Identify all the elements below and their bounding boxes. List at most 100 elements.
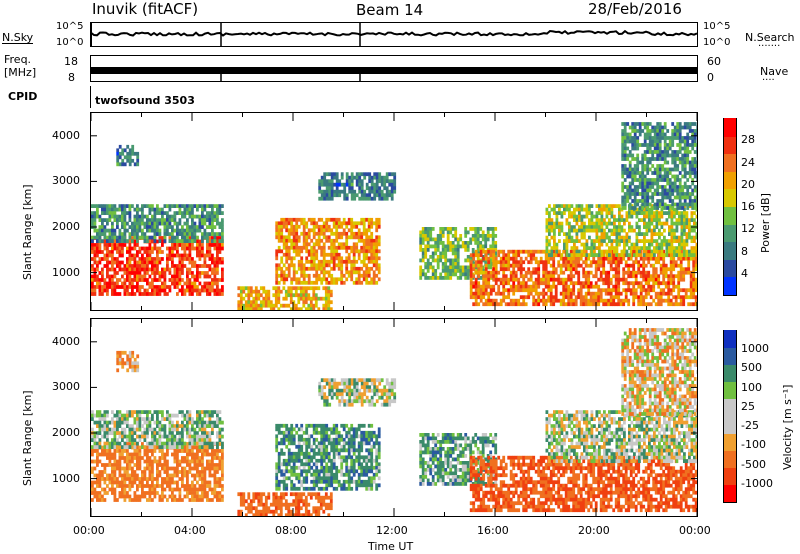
date-title: 28/Feb/2016 bbox=[588, 0, 682, 18]
freq-right-dots: ···· bbox=[762, 75, 775, 86]
colorbar-tick-label: 4 bbox=[741, 266, 748, 280]
freq-left-tick-top: 18 bbox=[64, 55, 78, 68]
data-region bbox=[545, 204, 697, 257]
y-tick-label: 3000 bbox=[52, 380, 80, 394]
colorbar-segment bbox=[724, 276, 736, 295]
velocity-ylabel: Slant Range [km] bbox=[21, 390, 34, 486]
x-tick-label: 08:00 bbox=[275, 524, 307, 537]
data-region bbox=[116, 144, 140, 167]
freq-right-label: Nave bbox=[760, 65, 789, 78]
data-region bbox=[91, 204, 224, 243]
y-tick-label: 3000 bbox=[52, 174, 80, 188]
colorbar-segment bbox=[724, 449, 736, 468]
colorbar-tick-label: 8 bbox=[741, 244, 748, 258]
data-region bbox=[275, 423, 381, 491]
freq-left-tick-bottom: 8 bbox=[68, 71, 75, 84]
colorbar-segment bbox=[724, 466, 736, 485]
velocity-panel bbox=[90, 318, 698, 517]
colorbar-tick-label: -100 bbox=[741, 438, 766, 452]
colorbar-segment bbox=[724, 170, 736, 190]
colorbar-tick-label: 25 bbox=[741, 399, 755, 413]
cpid-divider bbox=[90, 86, 91, 108]
colorbar-segment bbox=[724, 381, 736, 400]
cpid-mode: twofsound 3503 bbox=[95, 94, 195, 107]
data-region bbox=[91, 442, 224, 502]
velocity-colorbar-label: Velocity [m s⁻¹] bbox=[781, 384, 794, 470]
noise-left-tick-bottom: 10^0 bbox=[56, 37, 84, 48]
freq-left-label: Freq. bbox=[4, 53, 32, 66]
colorbar-tick-label: 28 bbox=[741, 133, 755, 147]
power-colorbar-label: Power [dB] bbox=[759, 193, 772, 253]
data-region bbox=[237, 286, 333, 310]
noise-right-tick-bottom: 10^0 bbox=[703, 37, 731, 48]
data-region bbox=[116, 350, 140, 373]
colorbar-tick-label: -25 bbox=[741, 419, 759, 433]
noise-panel bbox=[90, 22, 698, 47]
station-title: Inuvik (fitACF) bbox=[92, 0, 199, 18]
colorbar-segment bbox=[724, 258, 736, 278]
x-tick-label: 00:00 bbox=[679, 524, 711, 537]
y-tick-label: 2000 bbox=[52, 220, 80, 233]
noise-left-label: N.Sky bbox=[2, 31, 34, 44]
data-region bbox=[318, 378, 397, 407]
data-region bbox=[545, 410, 697, 463]
colorbar-tick-label: 24 bbox=[741, 155, 755, 169]
y-tick-label: 2000 bbox=[52, 426, 80, 439]
colorbar-tick-label: 100 bbox=[741, 380, 762, 394]
colorbar-segment bbox=[724, 206, 736, 225]
colorbar-segment bbox=[724, 223, 736, 243]
power-colorbar bbox=[723, 118, 737, 296]
data-region bbox=[469, 249, 697, 307]
x-tick-label: 04:00 bbox=[174, 524, 206, 537]
freq-right-tick-bottom: 0 bbox=[707, 71, 714, 84]
colorbar-segment bbox=[724, 135, 736, 155]
x-tick-label: 16:00 bbox=[477, 524, 509, 537]
colorbar-segment bbox=[724, 347, 736, 366]
colorbar-segment bbox=[724, 484, 736, 502]
colorbar-tick-label: 12 bbox=[741, 222, 755, 236]
power-heatmap bbox=[91, 113, 697, 310]
velocity-heatmap bbox=[91, 319, 697, 516]
data-region bbox=[275, 217, 381, 285]
data-region bbox=[419, 433, 498, 486]
colorbar-tick-label: -1000 bbox=[741, 476, 773, 490]
data-region bbox=[469, 455, 697, 513]
colorbar-segment bbox=[724, 241, 736, 260]
colorbar-segment bbox=[724, 398, 736, 417]
noise-trace bbox=[91, 23, 697, 46]
freq-left-unit: [MHz] bbox=[4, 66, 37, 79]
freq-right-tick-top: 60 bbox=[707, 55, 721, 68]
y-tick-label: 4000 bbox=[52, 128, 80, 142]
colorbar-segment bbox=[724, 415, 736, 434]
data-region bbox=[91, 236, 224, 296]
beam-title: Beam 14 bbox=[356, 1, 424, 19]
noise-left-tick-top: 10^5 bbox=[56, 21, 84, 32]
x-tick-label: 00:00 bbox=[73, 524, 105, 537]
data-region bbox=[91, 410, 224, 449]
power-panel bbox=[90, 112, 698, 311]
freq-trace bbox=[91, 67, 697, 81]
data-region bbox=[621, 328, 697, 416]
noise-right-label: N.Search bbox=[745, 31, 795, 44]
colorbar-segment bbox=[724, 330, 736, 349]
x-axis-label: Time UT bbox=[368, 540, 414, 553]
colorbar-segment bbox=[724, 153, 736, 172]
data-region bbox=[318, 172, 397, 201]
freq-panel bbox=[90, 55, 698, 82]
noise-right-tick-top: 10^5 bbox=[703, 21, 731, 32]
colorbar-tick-label: -500 bbox=[741, 457, 766, 471]
colorbar-segment bbox=[724, 364, 736, 383]
power-ylabel: Slant Range [km] bbox=[21, 184, 34, 280]
colorbar-tick-label: 16 bbox=[741, 200, 755, 213]
data-region bbox=[621, 122, 697, 210]
x-tick-label: 12:00 bbox=[376, 524, 408, 537]
colorbar-segment bbox=[724, 188, 736, 207]
data-region bbox=[237, 492, 333, 516]
colorbar-tick-label: 20 bbox=[741, 177, 755, 191]
colorbar-tick-label: 500 bbox=[741, 361, 762, 375]
y-tick-label: 1000 bbox=[52, 471, 80, 485]
cpid-label: CPID bbox=[8, 90, 38, 103]
y-tick-label: 4000 bbox=[52, 334, 80, 348]
colorbar-tick-label: 1000 bbox=[741, 342, 769, 356]
colorbar-segment bbox=[724, 432, 736, 451]
